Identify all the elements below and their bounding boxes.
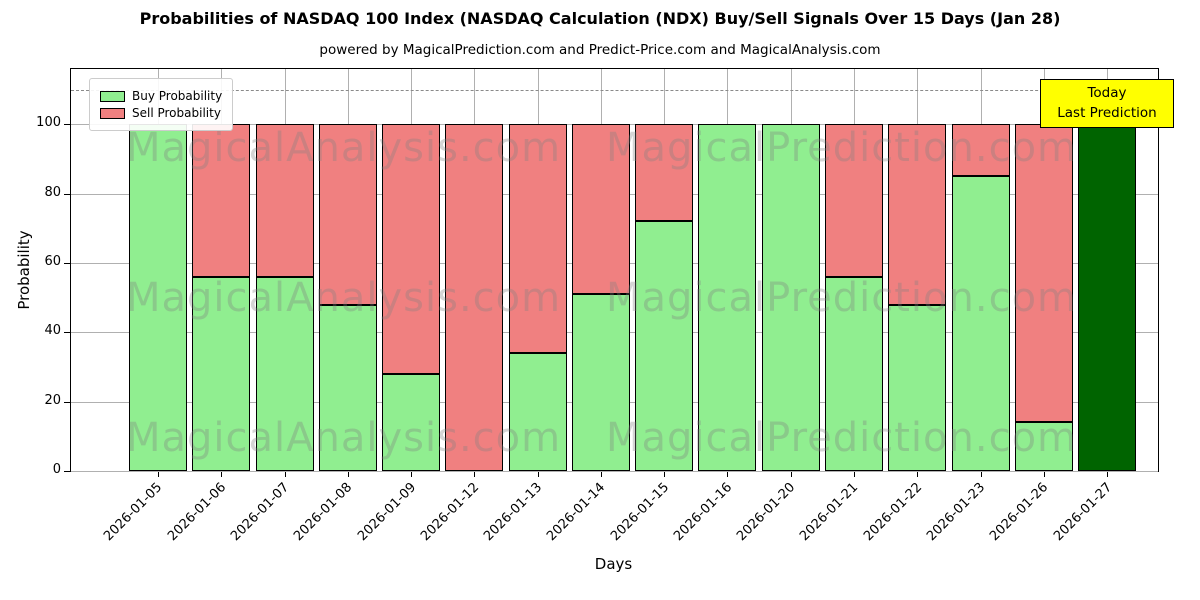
- x-tick-mark: [221, 471, 223, 477]
- x-tick-mark: [1107, 471, 1109, 477]
- buy-bar: [382, 373, 441, 471]
- sell-bar: [255, 124, 314, 277]
- buy-bar: [318, 304, 377, 471]
- x-tick-mark: [980, 471, 982, 477]
- x-tick-mark: [917, 471, 919, 477]
- x-tick-label: 2026-01-06: [164, 480, 229, 545]
- x-tick-mark: [727, 471, 729, 477]
- x-tick-mark: [347, 471, 349, 477]
- x-tick-label: 2026-01-07: [228, 480, 293, 545]
- x-tick-label: 2026-01-12: [417, 480, 482, 545]
- dashed-reference-line: [71, 89, 1158, 91]
- sell-bar: [635, 124, 694, 222]
- x-tick-label: 2026-01-09: [354, 480, 419, 545]
- x-tick-label: 2026-01-14: [544, 480, 609, 545]
- y-gridline: [71, 471, 1158, 472]
- y-tick-mark: [64, 401, 70, 403]
- buy-bar: [698, 124, 757, 471]
- annotation-line1: Today: [1087, 85, 1127, 101]
- x-tick-label: 2026-01-21: [797, 480, 862, 545]
- buy-bar: [571, 294, 630, 471]
- sell-bar: [824, 124, 883, 277]
- sell-bar: [192, 124, 251, 277]
- sell-bar: [318, 124, 377, 305]
- buy-bar: [1078, 124, 1137, 471]
- x-tick-mark: [284, 471, 286, 477]
- sell-bar: [571, 124, 630, 295]
- sell-bar: [445, 124, 504, 471]
- x-tick-label: 2026-01-16: [671, 480, 736, 545]
- today-annotation: Today Last Prediction: [1040, 79, 1174, 129]
- buy-bar: [951, 176, 1010, 471]
- plot-area: Buy Probability Sell Probability Today L…: [36, 68, 1174, 544]
- legend-label-buy: Buy Probability: [132, 89, 223, 103]
- chart-title: Probabilities of NASDAQ 100 Index (NASDA…: [139, 9, 1061, 28]
- y-tick-mark: [64, 471, 70, 472]
- y-tick-label: 80: [44, 184, 61, 200]
- sell-bar: [951, 124, 1010, 177]
- buy-bar: [192, 276, 251, 471]
- x-tick-mark: [1043, 471, 1045, 477]
- x-tick-mark: [411, 471, 413, 477]
- x-tick-mark: [790, 471, 792, 477]
- y-tick-mark: [64, 332, 70, 334]
- buy-bar: [255, 276, 314, 471]
- legend-label-sell: Sell Probability: [132, 106, 221, 120]
- x-tick-label: 2026-01-27: [1050, 480, 1115, 545]
- sell-bar: [382, 124, 441, 374]
- x-tick-label: 2026-01-15: [607, 480, 672, 545]
- x-tick-label: 2026-01-08: [291, 480, 356, 545]
- x-tick-label: 2026-01-05: [101, 480, 166, 545]
- y-tick-label: 60: [44, 254, 61, 270]
- y-tick-label: 40: [44, 323, 61, 339]
- x-axis-label: Days: [594, 555, 633, 573]
- sell-bar: [508, 124, 567, 354]
- sell-bar: [888, 124, 947, 305]
- x-tick-mark: [537, 471, 539, 477]
- buy-bar: [635, 221, 694, 471]
- y-tick-label: 100: [36, 115, 61, 131]
- x-tick-mark: [474, 471, 476, 477]
- legend-row-buy: Buy Probability: [100, 89, 222, 103]
- buy-bar: [761, 124, 820, 471]
- x-tick-mark: [664, 471, 666, 477]
- x-tick-label: 2026-01-23: [924, 480, 989, 545]
- x-tick-mark: [600, 471, 602, 477]
- buy-bar: [508, 353, 567, 471]
- y-tick-mark: [64, 124, 70, 126]
- x-tick-label: 2026-01-26: [987, 480, 1052, 545]
- y-tick-label: 0: [52, 462, 61, 477]
- x-tick-label: 2026-01-20: [734, 480, 799, 545]
- x-tick-label: 2026-01-13: [481, 480, 546, 545]
- x-tick-mark: [158, 471, 159, 477]
- buy-bar: [824, 276, 883, 471]
- buy-probability-swatch: [100, 90, 125, 102]
- annotation-line2: Last Prediction: [1057, 104, 1157, 121]
- buy-bar: [129, 124, 187, 471]
- y-axis-label: Probability: [15, 230, 33, 310]
- sell-bar: [1014, 124, 1073, 423]
- y-tick-label: 20: [44, 392, 61, 408]
- x-tick-mark: [853, 471, 855, 477]
- sell-probability-swatch: [100, 107, 125, 119]
- x-tick-label: 2026-01-22: [860, 480, 925, 545]
- buy-bar: [1014, 422, 1073, 471]
- y-tick-mark: [64, 193, 70, 195]
- buy-bar: [888, 304, 947, 471]
- y-tick-mark: [64, 263, 70, 265]
- chart-subtitle: powered by MagicalPrediction.com and Pre…: [319, 42, 881, 58]
- legend: Buy Probability Sell Probability: [89, 78, 234, 131]
- legend-row-sell: Sell Probability: [100, 106, 222, 120]
